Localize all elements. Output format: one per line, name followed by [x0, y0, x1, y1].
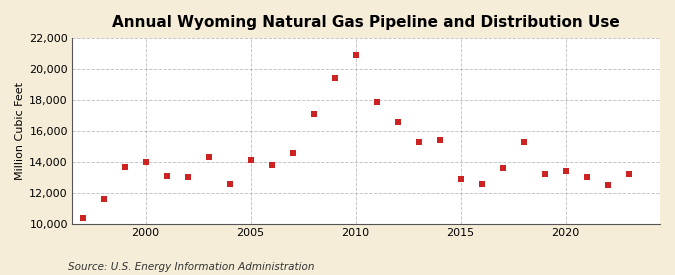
Point: [413, 140, 424, 144]
Point: [161, 174, 172, 178]
Point: [476, 182, 487, 186]
Point: [539, 172, 550, 177]
Point: [602, 183, 613, 187]
Point: [455, 177, 466, 181]
Point: [140, 160, 151, 164]
Point: [434, 138, 445, 142]
Y-axis label: Million Cubic Feet: Million Cubic Feet: [15, 82, 25, 180]
Text: Source: U.S. Energy Information Administration: Source: U.S. Energy Information Administ…: [68, 262, 314, 272]
Point: [119, 164, 130, 169]
Point: [518, 140, 529, 144]
Point: [329, 76, 340, 81]
Point: [77, 215, 88, 220]
Point: [308, 112, 319, 116]
Point: [371, 99, 382, 104]
Point: [560, 169, 571, 174]
Point: [203, 155, 214, 160]
Point: [224, 182, 235, 186]
Point: [266, 163, 277, 167]
Point: [350, 53, 361, 57]
Point: [497, 166, 508, 170]
Point: [287, 150, 298, 155]
Point: [182, 175, 193, 180]
Point: [245, 158, 256, 163]
Title: Annual Wyoming Natural Gas Pipeline and Distribution Use: Annual Wyoming Natural Gas Pipeline and …: [112, 15, 620, 30]
Point: [98, 197, 109, 201]
Point: [581, 175, 592, 180]
Point: [623, 172, 634, 177]
Point: [392, 119, 403, 124]
